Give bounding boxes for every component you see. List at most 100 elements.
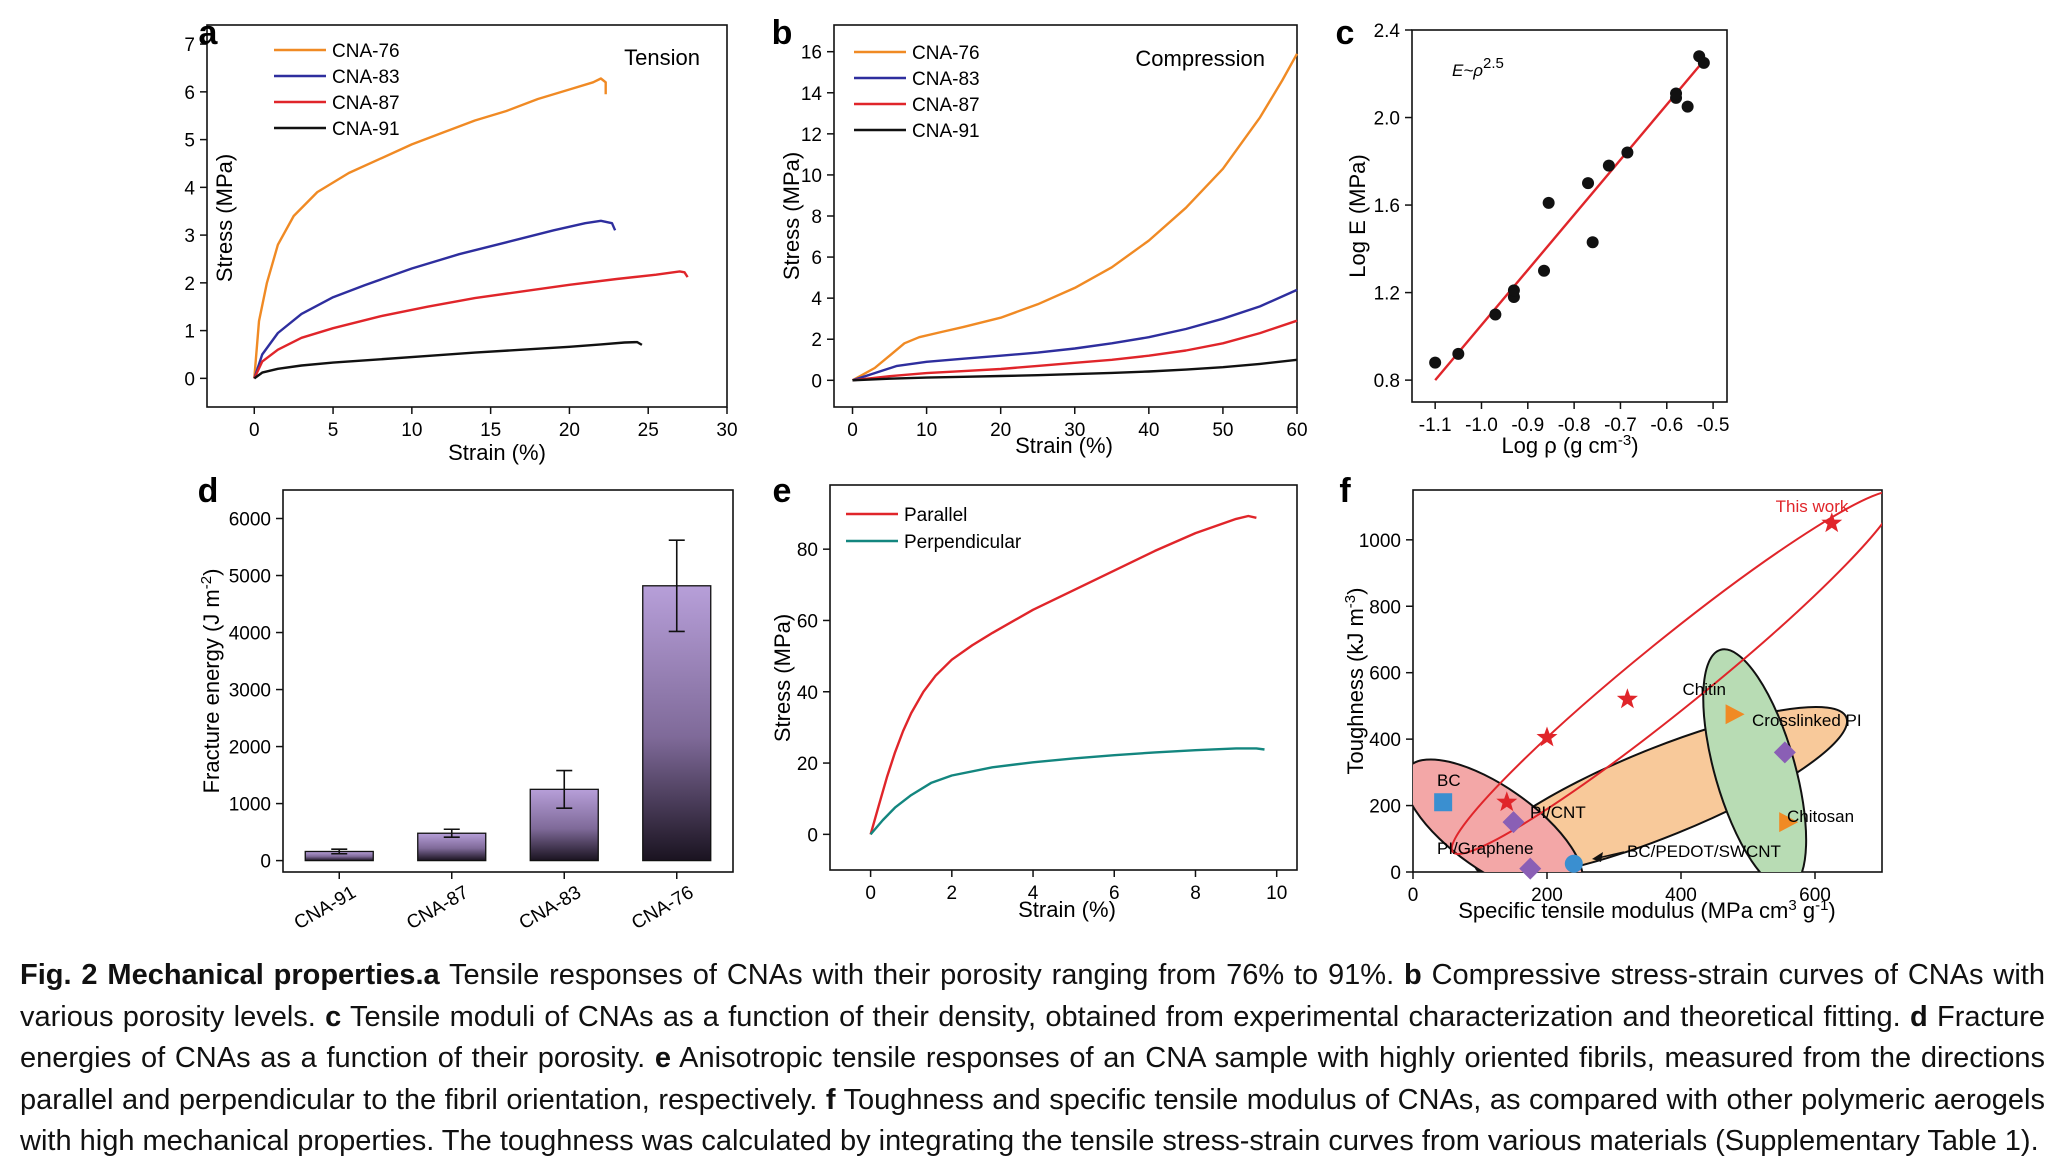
data-point-c xyxy=(1542,196,1555,209)
this-work-region xyxy=(1450,490,1882,855)
marker-pi-cnt xyxy=(1502,811,1525,834)
x-tick-label-f: 400 xyxy=(1665,885,1697,906)
x-tick-label-a: 30 xyxy=(716,420,737,441)
y-axis-label-d: Fracture energy (J m-2) xyxy=(198,569,225,794)
legend-label-b: CNA-91 xyxy=(912,121,980,142)
plot-frame-d xyxy=(282,489,734,873)
label-material-5: Crosslinked PI xyxy=(1752,711,1862,730)
y-tick-label-a: 1 xyxy=(184,322,195,343)
y-tick-label-b: 10 xyxy=(801,166,822,187)
x-tick-label-c: -0.8 xyxy=(1558,415,1591,436)
data-point-c xyxy=(1489,308,1502,321)
data-point-c xyxy=(1586,236,1599,249)
series-line-e-0 xyxy=(869,514,1257,835)
y-tick-label-b: 2 xyxy=(811,330,822,351)
caption-body: a Tensile responses of CNAs with their p… xyxy=(20,959,2046,1157)
y-tick-label-e: 60 xyxy=(797,611,818,632)
marker-chitin xyxy=(1725,704,1745,725)
y-tick-label-d: 3000 xyxy=(229,681,271,702)
x-tick-label-c: -0.9 xyxy=(1511,415,1544,436)
marker-bc xyxy=(1434,793,1453,812)
label-material-3: BC/PEDOT/SWCNT xyxy=(1627,842,1781,861)
legend-label-a: CNA-76 xyxy=(332,41,400,62)
x-tick-label-e: 10 xyxy=(1266,883,1287,904)
x-tick-label-b: 60 xyxy=(1286,420,1307,441)
data-point-c xyxy=(1452,347,1465,360)
data-point-c xyxy=(1429,356,1442,369)
x-tick-label-e: 6 xyxy=(1109,883,1120,904)
series-line-a-2 xyxy=(253,270,689,379)
series-line-b-3 xyxy=(852,358,1298,382)
x-tick-label-f: 600 xyxy=(1799,885,1831,906)
x-tick-label-d: CNA-87 xyxy=(403,882,472,930)
label-material-2: PI/Graphene xyxy=(1437,839,1533,858)
data-point-c xyxy=(1697,56,1710,69)
series-line-b-1 xyxy=(852,288,1298,382)
leader-arrow-bc-pedot xyxy=(1592,852,1603,862)
data-point-c xyxy=(1681,100,1694,113)
series-line-b-2 xyxy=(852,319,1298,382)
y-tick-label-c: 1.6 xyxy=(1374,196,1400,217)
x-axis-label-f: Specific tensile modulus (MPa cm3 g-1) xyxy=(1458,897,1836,924)
y-tick-label-f: 600 xyxy=(1369,664,1401,685)
x-tick-label-a: 25 xyxy=(638,420,659,441)
y-axis-label-c: Log E (MPa) xyxy=(1345,154,1370,278)
y-tick-label-a: 6 xyxy=(184,83,195,104)
legend-label-e: Parallel xyxy=(904,505,967,526)
data-point-c xyxy=(1582,177,1595,190)
y-tick-label-c: 1.2 xyxy=(1374,284,1400,305)
y-tick-label-c: 2.4 xyxy=(1374,21,1401,42)
x-tick-label-a: 10 xyxy=(401,420,422,441)
figure-caption: Fig. 2 Mechanical properties.a Tensile r… xyxy=(20,955,2045,1163)
label-material-1: PI/CNT xyxy=(1530,803,1586,822)
x-tick-label-f: 0 xyxy=(1408,885,1419,906)
star-marker-this-work xyxy=(1536,726,1558,747)
x-tick-label-c: -1.1 xyxy=(1419,415,1452,436)
y-axis-label-f: Toughness (kJ m-3) xyxy=(1342,588,1369,775)
y-tick-label-b: 14 xyxy=(801,84,823,105)
x-tick-label-e: 8 xyxy=(1190,883,1201,904)
y-tick-label-a: 4 xyxy=(184,178,195,199)
star-marker-this-work xyxy=(1616,688,1638,709)
x-axis-label-e: Strain (%) xyxy=(1018,897,1116,922)
x-axis-label-c: Log ρ (g cm-3) xyxy=(1501,432,1638,459)
panel-letter-a: a xyxy=(199,14,219,52)
panel-letter-b: b xyxy=(772,14,793,52)
plot-frame-c xyxy=(1411,29,1728,403)
x-tick-label-d: CNA-83 xyxy=(516,882,585,930)
data-point-c xyxy=(1670,87,1683,100)
panel-letter-c: c xyxy=(1336,14,1355,52)
x-tick-label-e: 0 xyxy=(865,883,876,904)
legend-label-b: CNA-83 xyxy=(912,69,980,90)
star-marker-this-work xyxy=(1821,512,1843,533)
fit-line-c xyxy=(1434,59,1705,381)
y-tick-label-c: 0.8 xyxy=(1374,371,1400,392)
legend-label-e: Perpendicular xyxy=(904,532,1022,553)
plot-frame-f xyxy=(1412,489,1883,873)
y-tick-label-a: 0 xyxy=(184,369,195,390)
x-tick-label-f: 200 xyxy=(1531,885,1563,906)
y-tick-label-b: 16 xyxy=(801,43,822,64)
y-tick-label-e: 80 xyxy=(797,540,818,561)
series-line-a-0 xyxy=(253,77,607,379)
y-axis-label-b: Stress (MPa) xyxy=(779,152,804,280)
x-tick-label-c: -1.0 xyxy=(1465,415,1498,436)
marker-bc-pedot-swcnt xyxy=(1564,854,1583,873)
label-material-6: Chitosan xyxy=(1787,807,1854,826)
x-tick-label-e: 2 xyxy=(947,883,958,904)
x-tick-label-b: 30 xyxy=(1064,420,1085,441)
y-tick-label-d: 4000 xyxy=(229,624,271,645)
label-material-0: BC xyxy=(1437,771,1461,790)
series-line-e-1 xyxy=(869,747,1265,836)
panel-letter-f: f xyxy=(1339,472,1351,510)
marker-chitosan xyxy=(1779,812,1799,833)
legend-label-a: CNA-87 xyxy=(332,93,400,114)
caption-lead: Fig. 2 Mechanical properties. xyxy=(20,959,424,991)
annotation-c: E~ρ2.5 xyxy=(1452,55,1504,81)
y-tick-label-f: 800 xyxy=(1369,597,1401,618)
y-tick-label-d: 0 xyxy=(260,852,271,873)
y-tick-label-b: 8 xyxy=(811,207,822,228)
marker-crosslinked-pi xyxy=(1773,741,1796,764)
plot-frame-e xyxy=(829,484,1298,871)
